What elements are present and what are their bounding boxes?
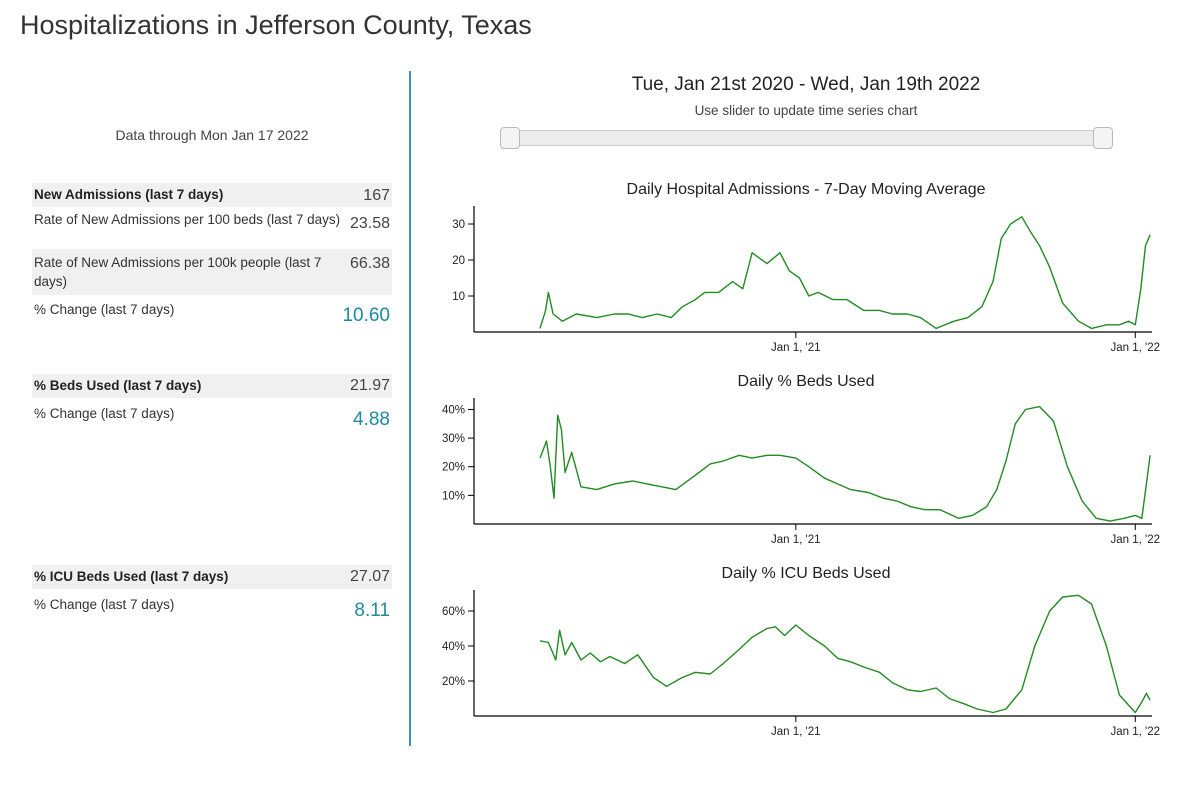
rate-per-people-label: Rate of New Admissions per 100k people (… [34, 255, 322, 289]
slider-hint: Use slider to update time series chart [694, 103, 918, 118]
y-tick-label: 40% [442, 404, 465, 416]
new-admissions-label: New Admissions (last 7 days) [34, 187, 224, 202]
chart-title: Daily % Beds Used [738, 373, 875, 390]
beds-change-row: % Change (last 7 days) 4.88 [32, 406, 392, 436]
beds-change-label: % Change (last 7 days) [34, 406, 175, 421]
series-line [539, 405, 1151, 522]
y-tick-label: 30 [452, 219, 465, 231]
y-tick-label: 40% [442, 641, 465, 653]
series-line [539, 216, 1151, 330]
admissions-chart: Daily Hospital Admissions - 7-Day Moving… [452, 181, 1161, 354]
beds-used-value: 21.97 [349, 377, 390, 394]
new-admissions-value: 167 [363, 187, 390, 204]
y-tick-label: 20% [442, 676, 465, 688]
x-tick-label: Jan 1, '21 [771, 534, 821, 546]
icu-beds-used-value: 27.07 [349, 568, 390, 585]
y-tick-label: 20 [452, 255, 465, 267]
beds-used-label: % Beds Used (last 7 days) [34, 378, 202, 393]
y-tick-label: 60% [442, 606, 465, 618]
slider-end-handle[interactable] [1093, 127, 1113, 149]
date-range-title: Tue, Jan 21st 2020 - Wed, Jan 19th 2022 [631, 74, 981, 95]
chart-title: Daily % ICU Beds Used [722, 565, 891, 582]
beds-change-value: 4.88 [353, 409, 390, 430]
rate-per-beds-value: 23.58 [349, 215, 390, 232]
admissions-change-label: % Change (last 7 days) [34, 302, 175, 317]
icu-beds-used-label: % ICU Beds Used (last 7 days) [34, 569, 229, 584]
icu-change-row: % Change (last 7 days) 8.11 [32, 597, 392, 627]
y-tick-label: 20% [442, 462, 465, 474]
x-tick-label: Jan 1, '22 [1111, 342, 1161, 354]
beds-used-chart: Daily % Beds Used 10% 20% 30% 40% Jan 1, '21 J… [442, 373, 1161, 546]
y-tick-label: 10 [452, 291, 465, 303]
x-tick-label: Jan 1, '21 [771, 342, 821, 354]
rate-per-people-value: 66.38 [349, 255, 390, 272]
icu-change-value: 8.11 [354, 600, 390, 621]
rate-per-people-row: Rate of New Admissions per 100k people (… [32, 249, 392, 295]
slider-start-handle[interactable] [500, 127, 520, 149]
x-tick-label: Jan 1, '22 [1111, 534, 1161, 546]
x-tick-label: Jan 1, '22 [1111, 726, 1161, 738]
page-title: Hospitalizations in Jefferson County, Te… [20, 10, 532, 40]
icu-change-label: % Change (last 7 days) [34, 597, 175, 612]
admissions-change-row: % Change (last 7 days) 10.60 [32, 302, 392, 332]
x-tick-label: Jan 1, '21 [771, 726, 821, 738]
icu-beds-used-chart: Daily % ICU Beds Used 20% 40% 60% Jan 1, '21… [442, 565, 1161, 738]
data-through-date: Data through Mon Jan 17 2022 [115, 127, 309, 143]
y-tick-label: 30% [442, 433, 465, 445]
date-range-slider[interactable] [505, 130, 1109, 146]
rate-per-beds-row: Rate of New Admissions per 100 beds (las… [32, 212, 392, 246]
series-line [539, 594, 1151, 714]
admissions-change-value: 10.60 [342, 305, 390, 326]
panel-divider [409, 71, 411, 746]
beds-used-row: % Beds Used (last 7 days) 21.97 [32, 374, 392, 398]
rate-per-beds-label: Rate of New Admissions per 100 beds (las… [34, 212, 341, 227]
chart-title: Daily Hospital Admissions - 7-Day Moving… [627, 181, 986, 198]
icu-beds-used-row: % ICU Beds Used (last 7 days) 27.07 [32, 565, 392, 589]
y-tick-label: 10% [442, 490, 465, 502]
new-admissions-row: New Admissions (last 7 days) 167 [32, 183, 392, 207]
